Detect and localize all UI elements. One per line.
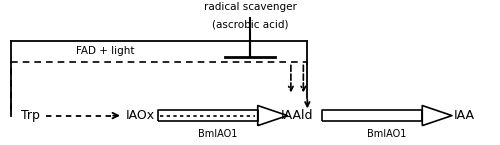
Text: Trp: Trp <box>21 109 40 122</box>
Text: IAOx: IAOx <box>126 109 155 122</box>
Text: (ascrobic acid): (ascrobic acid) <box>212 19 288 29</box>
Text: IAA: IAA <box>454 109 475 122</box>
Text: BmIAO1: BmIAO1 <box>368 129 407 139</box>
Text: BmIAO1: BmIAO1 <box>198 129 237 139</box>
Text: FAD + light: FAD + light <box>76 46 134 56</box>
Text: radical scavenger: radical scavenger <box>204 2 296 12</box>
Text: IAAld: IAAld <box>281 109 314 122</box>
